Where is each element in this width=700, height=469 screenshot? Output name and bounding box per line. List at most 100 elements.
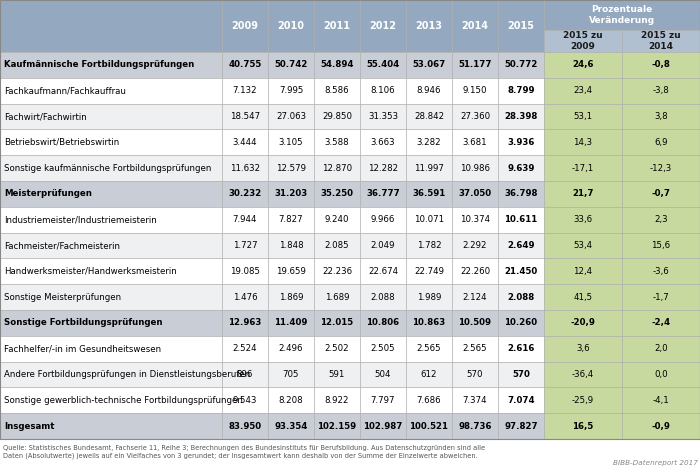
Text: -25,9: -25,9 <box>572 396 594 405</box>
Text: 2.088: 2.088 <box>508 293 535 302</box>
Bar <box>0 233 222 258</box>
Bar <box>406 104 452 129</box>
Text: 7.797: 7.797 <box>371 396 395 405</box>
Bar <box>544 78 622 104</box>
Text: 2.292: 2.292 <box>463 241 487 250</box>
Bar <box>268 207 314 233</box>
Bar <box>360 104 406 129</box>
Text: -0,8: -0,8 <box>652 61 671 69</box>
Bar <box>622 30 700 52</box>
Text: 1.848: 1.848 <box>279 241 303 250</box>
Text: 36.798: 36.798 <box>504 189 538 198</box>
Text: 570: 570 <box>467 370 483 379</box>
Bar <box>268 0 314 52</box>
Text: Quelle: Statistisches Bundesamt, Fachserie 11, Reihe 3; Berechnungen des Bundesi: Quelle: Statistisches Bundesamt, Fachser… <box>3 445 485 459</box>
Bar <box>0 155 222 181</box>
Bar <box>452 78 498 104</box>
Text: Handwerksmeister/Handwerksmeisterin: Handwerksmeister/Handwerksmeisterin <box>4 267 176 276</box>
Text: 102.159: 102.159 <box>317 422 356 431</box>
Text: 3.681: 3.681 <box>463 138 487 147</box>
Text: -0,9: -0,9 <box>652 422 671 431</box>
Bar <box>498 413 544 439</box>
Text: 10.374: 10.374 <box>460 215 490 224</box>
Bar <box>222 310 268 336</box>
Bar <box>406 258 452 284</box>
Bar <box>498 104 544 129</box>
Bar <box>268 129 314 155</box>
Bar <box>498 284 544 310</box>
Bar <box>222 258 268 284</box>
Text: 11.632: 11.632 <box>230 164 260 173</box>
Text: 22.260: 22.260 <box>460 267 490 276</box>
Text: 50.742: 50.742 <box>274 61 308 69</box>
Text: 2013: 2013 <box>416 21 442 31</box>
Bar <box>498 52 544 78</box>
Bar <box>544 30 622 52</box>
Text: 2.565: 2.565 <box>416 344 441 353</box>
Text: 10.611: 10.611 <box>505 215 538 224</box>
Bar <box>268 233 314 258</box>
Bar <box>406 387 452 413</box>
Text: 9.639: 9.639 <box>508 164 535 173</box>
Text: 27.063: 27.063 <box>276 112 306 121</box>
Text: 41,5: 41,5 <box>573 293 593 302</box>
Bar <box>498 258 544 284</box>
Text: 2015 zu
2009: 2015 zu 2009 <box>564 31 603 51</box>
Bar <box>406 0 452 52</box>
Text: 102.987: 102.987 <box>363 422 402 431</box>
Text: 2.565: 2.565 <box>463 344 487 353</box>
Text: 21.450: 21.450 <box>505 267 538 276</box>
Text: 36.777: 36.777 <box>366 189 400 198</box>
Bar <box>222 233 268 258</box>
Text: Prozentuale
Veränderung: Prozentuale Veränderung <box>589 5 655 25</box>
Bar <box>222 129 268 155</box>
Text: 8.946: 8.946 <box>416 86 441 95</box>
Bar <box>222 52 268 78</box>
Bar <box>452 310 498 336</box>
Bar <box>222 284 268 310</box>
Bar <box>360 413 406 439</box>
Bar <box>498 387 544 413</box>
Text: 2012: 2012 <box>370 21 396 31</box>
Text: 54.894: 54.894 <box>321 61 354 69</box>
Text: 12.870: 12.870 <box>322 164 352 173</box>
Text: 31.203: 31.203 <box>274 189 307 198</box>
Text: 22.236: 22.236 <box>322 267 352 276</box>
Text: 2015 zu
2014: 2015 zu 2014 <box>641 31 681 51</box>
Bar <box>360 336 406 362</box>
Bar <box>268 104 314 129</box>
Text: 53,4: 53,4 <box>573 241 593 250</box>
Bar <box>406 181 452 207</box>
Bar <box>498 78 544 104</box>
Text: 9.543: 9.543 <box>232 396 258 405</box>
Text: BIBB-Datenreport 2017: BIBB-Datenreport 2017 <box>613 460 698 466</box>
Bar <box>544 413 622 439</box>
Text: Sonstige gewerblich-technische Fortbildungsprüfungen: Sonstige gewerblich-technische Fortbildu… <box>4 396 243 405</box>
Text: 37.050: 37.050 <box>458 189 491 198</box>
Text: 591: 591 <box>329 370 345 379</box>
Text: 40.755: 40.755 <box>228 61 262 69</box>
Bar <box>360 181 406 207</box>
Text: 10.806: 10.806 <box>366 318 400 327</box>
Text: 2,0: 2,0 <box>654 344 668 353</box>
Text: 2.505: 2.505 <box>371 344 395 353</box>
Text: 2.085: 2.085 <box>325 241 349 250</box>
Bar <box>0 310 222 336</box>
Bar <box>452 284 498 310</box>
Bar <box>544 104 622 129</box>
Text: 2.049: 2.049 <box>371 241 395 250</box>
Text: 3.105: 3.105 <box>279 138 303 147</box>
Bar <box>0 0 222 52</box>
Bar <box>360 78 406 104</box>
Bar <box>544 336 622 362</box>
Bar <box>452 0 498 52</box>
Text: 705: 705 <box>283 370 300 379</box>
Text: 12.579: 12.579 <box>276 164 306 173</box>
Bar <box>452 413 498 439</box>
Text: 7.995: 7.995 <box>279 86 303 95</box>
Bar <box>498 336 544 362</box>
Text: -20,9: -20,9 <box>570 318 596 327</box>
Bar <box>406 52 452 78</box>
Text: 21,7: 21,7 <box>573 189 594 198</box>
Bar <box>360 0 406 52</box>
